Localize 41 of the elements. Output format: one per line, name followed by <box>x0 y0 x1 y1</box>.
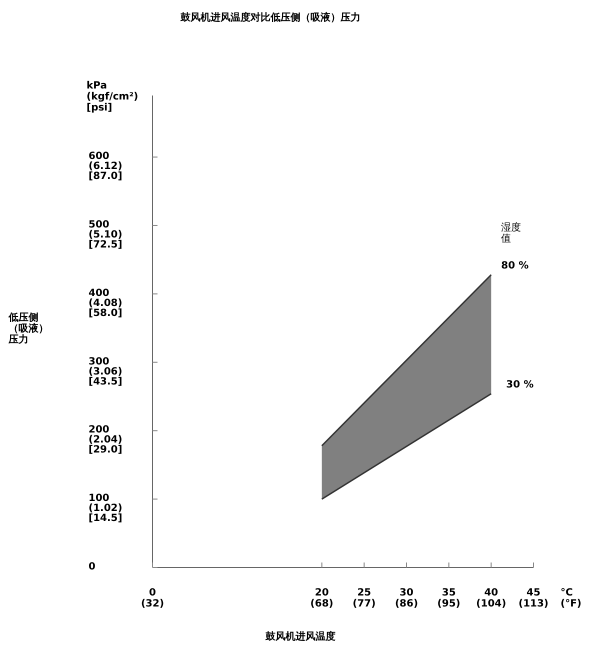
text: °C (°F) <box>560 588 582 610</box>
y-axis-title: 低压侧（吸液）压力 <box>8 312 48 346</box>
series-label: 80 % <box>501 260 529 272</box>
x-tick-label: 0 <box>149 588 156 598</box>
text: kPa (kgf/cm²) [psi] <box>86 80 138 114</box>
x-tick-label: 30 <box>400 588 414 598</box>
y-tick-label: 500 <box>88 219 110 230</box>
x2-tick-label: (86) <box>394 598 418 610</box>
y2-tick-label: (3.06) <box>88 366 122 378</box>
x2-tick-label: (104) <box>476 598 506 610</box>
x-tick-label: 20 <box>314 588 329 598</box>
chart-title: 鼓风机进风温度对比低压侧（吸液）压力 <box>180 12 360 24</box>
x2-tick-label: (32) <box>140 598 164 610</box>
y-tick-label: 200 <box>88 424 110 436</box>
x-tick-label: 45 <box>526 588 540 598</box>
y-tick-label: 300 <box>88 356 110 368</box>
y-tick-label: 400 <box>88 288 110 299</box>
y-tick-label: 100 <box>88 493 110 504</box>
y2-tick-label: (6.12) <box>88 161 122 172</box>
x-axis-title: 鼓风机进风温度 <box>264 630 336 642</box>
legend-title: 湿度值 <box>501 222 522 245</box>
x-tick-label: 40 <box>484 588 498 598</box>
x-tick-label: 25 <box>357 588 372 598</box>
y3-tick-label: [29.0] <box>88 444 122 456</box>
y3-tick-label: [58.0] <box>88 308 122 319</box>
y2-tick-label: (4.08) <box>88 298 122 309</box>
y2-tick-label: (1.02) <box>88 503 122 514</box>
y-tick-label: 600 <box>88 151 110 162</box>
y-tick-label: 0 <box>88 562 96 572</box>
y3-tick-label: [43.5] <box>88 376 122 388</box>
y2-tick-label: (5.10) <box>88 229 122 240</box>
y3-tick-label: [72.5] <box>88 239 122 250</box>
x2-tick-label: (68) <box>310 598 334 610</box>
y2-tick-label: (2.04) <box>88 434 122 446</box>
x-tick-label: 35 <box>442 588 456 598</box>
x2-tick-label: (95) <box>437 598 460 610</box>
x2-tick-label: (77) <box>352 598 376 610</box>
series-label: 30 % <box>506 380 534 391</box>
y3-tick-label: [14.5] <box>88 513 122 524</box>
x2-tick-label: (113) <box>518 598 549 610</box>
y3-tick-label: [87.0] <box>88 171 122 182</box>
